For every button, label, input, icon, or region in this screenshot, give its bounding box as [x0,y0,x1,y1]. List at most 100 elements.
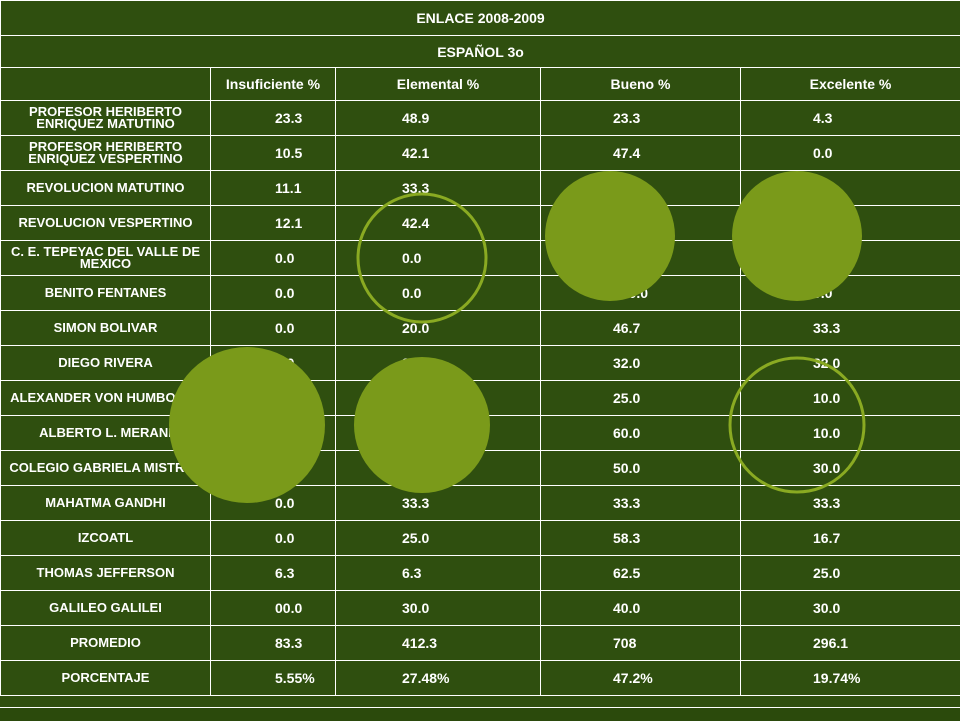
row-label: REVOLUCION MATUTINO [1,171,211,206]
cell-excelente: 296.1 [741,626,960,661]
row-label: SIMON BOLIVAR [1,311,211,346]
cell-insuficiente: 0.0 [211,276,336,311]
row-label: PORCENTAJE [1,661,211,696]
cell-bueno: 46.7 [541,311,741,346]
cell-elemental: 42.1 [336,136,541,171]
row-label: MAHATMA GANDHI [1,486,211,521]
cell-elemental: 33.3 [336,171,541,206]
cell-elemental: 412.3 [336,626,541,661]
table-subtitle: ESPAÑOL 3o [1,36,960,68]
cell-insuficiente: 0.0 [211,241,336,276]
cell-bueno: 42.9 [541,241,741,276]
cell-excelente: 10.0 [741,381,960,416]
cell-elemental: 30.0 [336,591,541,626]
cell-insuficiente: 10.5 [211,136,336,171]
cell-bueno: 25.0 [541,381,741,416]
cell-bueno: 50.0 [541,451,741,486]
row-label: ALBERTO L. MERANI [1,416,211,451]
cell-bueno: 100.0 [541,276,741,311]
cell-excelente: 30.0 [741,591,960,626]
column-header-empty [1,68,211,101]
cell-bueno: 32.0 [541,346,741,381]
cell-elemental: 33.3 [336,486,541,521]
cell-bueno: 58.3 [541,521,741,556]
row-label: PROFESOR HERIBERTO ENRIQUEZ MATUTINO [1,101,211,136]
cell-bueno: 39.4 [541,206,741,241]
row-label: C. E. TEPEYAC DEL VALLE DE MEXICO [1,241,211,276]
cell-excelente: 0.0 [741,136,960,171]
cell-insuficiente: 0.0 [211,521,336,556]
cell-bueno: 23.3 [541,101,741,136]
cell-insuficiente: 0.0 [211,486,336,521]
cell-bueno: 62.5 [541,556,741,591]
cell-excelente: 33.3 [741,486,960,521]
cell-bueno: 708 [541,626,741,661]
cell-bueno: 60.0 [541,416,741,451]
cell-elemental: 0.0 [336,241,541,276]
row-label: BENITO FENTANES [1,276,211,311]
cell-bueno: 47.2 [541,171,741,206]
row-label: ALEXANDER VON HUMBOLDT [1,381,211,416]
cell-excelente: 10.0 [741,416,960,451]
column-header-bueno: Bueno % [541,68,741,101]
cell-elemental: 25.0 [336,521,541,556]
cell-bueno: 33.3 [541,486,741,521]
row-label: DIEGO RIVERA [1,346,211,381]
bottom-bar [0,707,960,721]
subtitle-row: ESPAÑOL 3o [1,36,960,68]
cell-excelente: 0.0 [741,276,960,311]
cell-insuficiente: 20.0 [211,381,336,416]
cell-insuficiente: 0.0 [211,416,336,451]
row-label: PROMEDIO [1,626,211,661]
cell-elemental: 36.0 [336,346,541,381]
column-header-row: Insuficiente % Elemental % Bueno % Excel… [1,68,960,101]
cell-excelente: 4.3 [741,101,960,136]
row-label: THOMAS JEFFERSON [1,556,211,591]
cell-elemental: 20.0 [336,451,541,486]
cell-insuficiente: 0.0 [211,311,336,346]
column-header-insuficiente: Insuficiente % [211,68,336,101]
cell-elemental: 6.3 [336,556,541,591]
results-table: ENLACE 2008-2009 ESPAÑOL 3o Insuficiente… [0,0,960,696]
title-row: ENLACE 2008-2009 [1,1,960,36]
cell-insuficiente: 83.3 [211,626,336,661]
cell-insuficiente: 00.0 [211,591,336,626]
cell-elemental: 20.0 [336,311,541,346]
cell-insuficiente: 12.1 [211,206,336,241]
cell-elemental: 0.0 [336,276,541,311]
cell-excelente: 19.74% [741,661,960,696]
cell-insuficiente: 23.3 [211,101,336,136]
cell-excelente: 32.0 [741,346,960,381]
row-label: REVOLUCION VESPERTINO [1,206,211,241]
cell-excelente: 16.7 [741,521,960,556]
cell-excelente: 25.0 [741,556,960,591]
cell-excelente: 33.3 [741,311,960,346]
table-title: ENLACE 2008-2009 [1,1,960,36]
cell-excelente: 6.1 [741,206,960,241]
column-header-excelente: Excelente % [741,68,960,101]
cell-excelente: 8.3 [741,171,960,206]
cell-insuficiente: 6.3 [211,556,336,591]
cell-insuficiente: 5.55% [211,661,336,696]
cell-excelente: 30.0 [741,451,960,486]
cell-elemental: 45.0 [336,381,541,416]
cell-elemental: 27.48% [336,661,541,696]
cell-excelente: 57.1 [741,241,960,276]
